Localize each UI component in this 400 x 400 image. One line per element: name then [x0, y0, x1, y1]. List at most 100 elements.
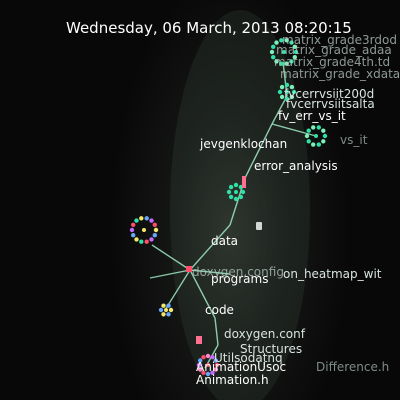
edge-data-programs	[189, 224, 231, 271]
cluster-error-node	[226, 189, 232, 195]
cluster-data-files-node	[131, 233, 136, 238]
edge-to-error	[244, 123, 273, 179]
cluster-small-node	[161, 303, 166, 308]
dir-label-fv-err-vs-it: fv_err_vs_it	[278, 109, 346, 123]
cluster-fv-node	[284, 82, 290, 88]
cluster-fv-center	[285, 90, 289, 94]
file-label-fvcerr-vs-iit200: fvcerrvsiit200d	[284, 87, 375, 101]
cluster-matrix-node	[279, 38, 284, 43]
cluster-matrix-node	[284, 61, 289, 66]
cluster-vs-it-node	[316, 125, 321, 130]
file-label-matrix-1: matrix_grade3rdod	[282, 33, 397, 47]
cluster-vs-it-center	[314, 134, 318, 138]
cluster-vs-it-node	[321, 139, 326, 144]
file-label-fvcerr-vs-iit: fvcerrvsiitsalta	[286, 97, 375, 111]
cluster-data-files-node	[144, 239, 149, 244]
cluster-data-files-node	[144, 216, 149, 221]
code-file-marker	[196, 336, 202, 344]
edge-programs-right	[189, 269, 231, 275]
cluster-vs-it-node	[311, 142, 316, 147]
file-label-utils: Utilsodatnq	[214, 351, 283, 365]
cluster-data-files-node	[149, 218, 154, 223]
cluster-vs-it-node	[306, 128, 311, 133]
cluster-matrix-node	[284, 38, 289, 43]
cluster-code-files-node	[198, 367, 203, 372]
cluster-matrix-node	[271, 55, 276, 60]
cluster-error-node	[238, 194, 244, 200]
author-avatar	[256, 222, 262, 230]
cluster-data-files-node	[149, 237, 154, 242]
cluster-vs-it-node	[321, 128, 326, 133]
cluster-data-files-node	[131, 222, 136, 227]
cluster-code-files-center	[206, 363, 210, 367]
file-label-matrix-4: matrix_grade_xdata	[280, 67, 400, 81]
cluster-matrix-node	[293, 49, 299, 55]
file-label-doxygen-config: doxygen.config	[192, 265, 284, 279]
file-label-difference: Difference.h	[316, 360, 390, 374]
dir-label-error-analysis: error_analysis	[254, 159, 338, 173]
cluster-matrix-node	[271, 44, 276, 49]
cluster-matrix-node	[292, 55, 297, 60]
cluster-vs-it-node	[311, 125, 316, 130]
cluster-fv-node	[284, 96, 290, 102]
edge-programs-left	[149, 269, 191, 279]
cluster-code-files-node	[205, 371, 211, 377]
cluster-fv-node	[289, 84, 295, 90]
edge-fv-vs-it	[271, 123, 317, 137]
cluster-data-files-node	[129, 227, 135, 233]
cluster-code-files-node	[213, 367, 218, 372]
edge-programs-code	[189, 269, 216, 319]
cluster-error-node	[233, 182, 239, 188]
cluster-error-node	[228, 184, 234, 190]
cluster-data-files-center	[142, 228, 146, 232]
cluster-small-node	[158, 307, 164, 313]
cluster-small-node	[161, 312, 166, 317]
cluster-fv-node	[279, 94, 285, 100]
file-label-matrix-3: matrix_grade4th.td	[274, 55, 391, 69]
cluster-matrix-node	[274, 40, 279, 45]
cluster-matrix-node	[269, 49, 275, 55]
glow-area	[170, 10, 310, 400]
programs-node	[186, 266, 192, 272]
cluster-code-files-node	[214, 362, 220, 368]
cluster-small-node	[166, 303, 171, 308]
file-label-matrix-2: matrix_grade_adaa	[276, 43, 392, 57]
cluster-vs-it-node	[322, 133, 328, 139]
cluster-error-node	[233, 196, 239, 202]
edge-programs-lowleft	[164, 269, 191, 311]
cluster-matrix-node	[274, 59, 279, 64]
file-label-doxygen-conf: doxygen.conf	[224, 327, 305, 341]
cluster-code-files-node	[205, 353, 211, 359]
cluster-data-files-node	[139, 216, 144, 221]
cluster-data-files-node	[139, 239, 144, 244]
cluster-code-files-node	[201, 355, 206, 360]
cluster-error-node	[228, 194, 234, 200]
cluster-small-center	[164, 308, 168, 312]
cluster-code-files-node	[196, 362, 202, 368]
cluster-data-files-node	[152, 233, 157, 238]
cluster-code-files-node	[201, 370, 206, 375]
cluster-fv-node	[279, 84, 285, 90]
cluster-vs-it-node	[306, 139, 311, 144]
user-label-author: jevgenklochan	[200, 137, 288, 151]
cluster-error-center	[234, 190, 238, 194]
cluster-code-files-node	[198, 358, 203, 363]
cluster-matrix-center	[282, 50, 286, 54]
cluster-code-files-node	[213, 358, 218, 363]
cluster-data-files-node	[153, 227, 159, 233]
edge-programs-cluster	[151, 244, 191, 271]
dir-label-code: code	[205, 303, 234, 317]
edge-fv-node	[271, 95, 288, 125]
edge-code-structures	[214, 317, 219, 346]
cluster-matrix-node	[279, 61, 284, 66]
file-label-animation-h: Animation.h	[196, 373, 269, 387]
cluster-code-files-node	[210, 355, 215, 360]
cluster-code-files-node	[210, 370, 215, 375]
cluster-matrix-node	[289, 59, 294, 64]
file-label-structures: Structures	[240, 342, 303, 356]
dir-label-programs: programs	[211, 272, 269, 286]
cluster-matrix-node	[289, 40, 294, 45]
cluster-fv-node	[291, 89, 297, 95]
cluster-matrix-node	[292, 44, 297, 49]
